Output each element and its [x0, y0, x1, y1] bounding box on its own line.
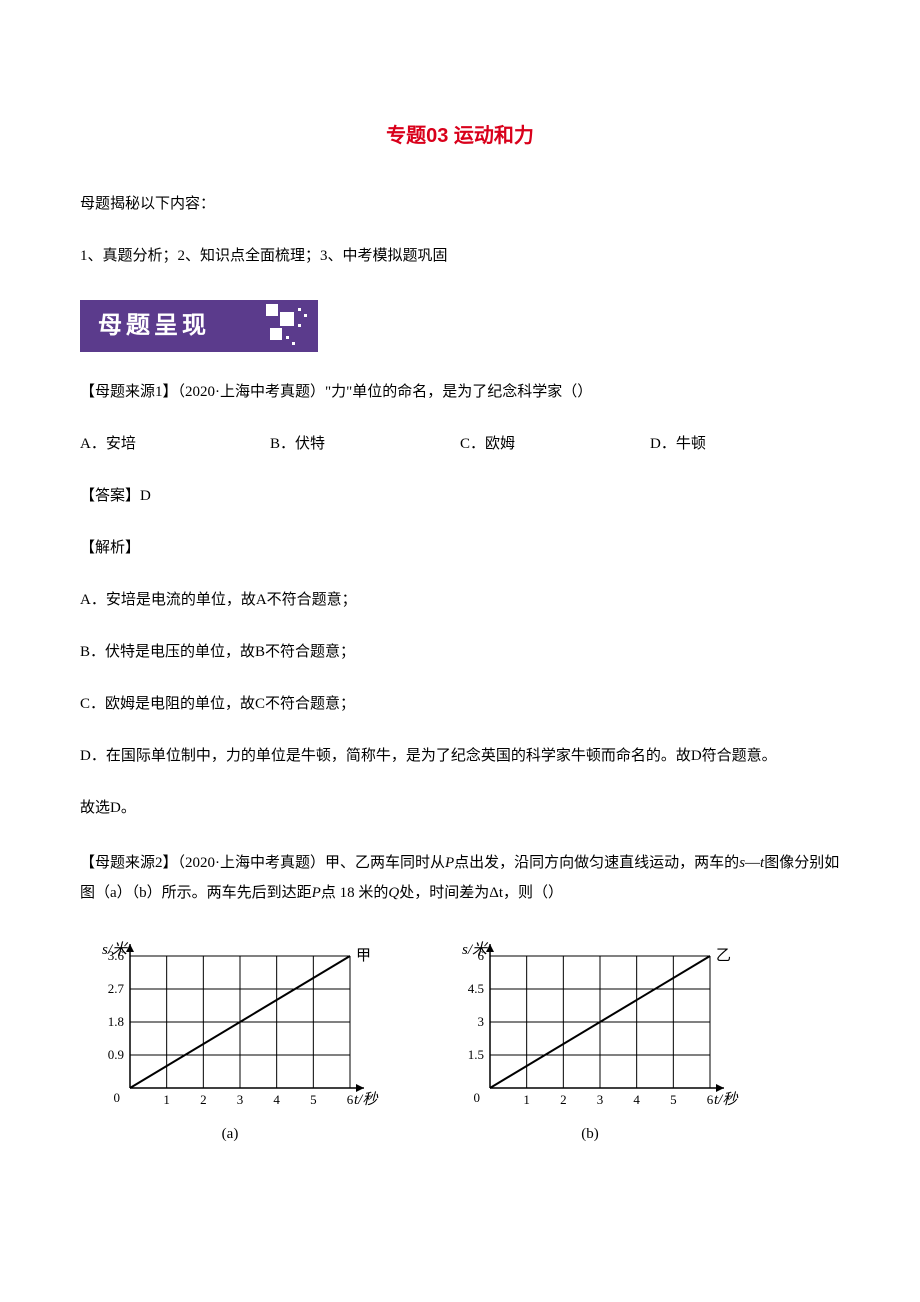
q2-stem-prefix: 【母题来源2】（2020·上海中考真题）甲、乙两车同时从 [80, 855, 445, 871]
q1-analysis-c: C．欧姆是电阻的单位，故C不符合题意； [80, 692, 840, 716]
q2-stem-end: ，则（） [503, 885, 563, 901]
q2-var-dt: Δt [489, 885, 503, 901]
q1-stem: 【母题来源1】（2020·上海中考真题）"力"单位的命名，是为了纪念科学家（） [80, 380, 840, 404]
svg-text:乙: 乙 [716, 948, 731, 964]
svg-text:1.8: 1.8 [108, 1014, 124, 1029]
q1-option-b: B．伏特 [270, 432, 460, 456]
svg-text:4: 4 [273, 1092, 280, 1107]
svg-text:0: 0 [474, 1090, 481, 1105]
svg-text:6: 6 [347, 1092, 354, 1107]
q2-var-p2: P [312, 885, 321, 901]
svg-text:s/米: s/米 [102, 941, 129, 958]
svg-text:2.7: 2.7 [108, 981, 125, 996]
q1-answer: 【答案】D [80, 484, 840, 508]
q1-options: A．安培 B．伏特 C．欧姆 D．牛顿 [80, 432, 840, 456]
q1-analysis-a: A．安培是电流的单位，故A不符合题意； [80, 588, 840, 612]
q2-var-p1: P [445, 855, 454, 871]
svg-text:4: 4 [633, 1092, 640, 1107]
q2-stem: 【母题来源2】（2020·上海中考真题）甲、乙两车同时从P点出发，沿同方向做匀速… [80, 848, 840, 908]
q1-analysis-head: 【解析】 [80, 536, 840, 560]
svg-text:t/秒: t/秒 [714, 1091, 738, 1108]
svg-text:1: 1 [163, 1092, 170, 1107]
chart-a-wrap: 1234560.91.82.73.60s/米t/秒甲 (a) [80, 936, 380, 1146]
svg-text:0: 0 [114, 1090, 121, 1105]
intro-text: 母题揭秘以下内容： [80, 192, 840, 216]
chart-b-caption: (b) [581, 1122, 599, 1146]
q1-option-c: C．欧姆 [460, 432, 650, 456]
svg-text:0.9: 0.9 [108, 1047, 124, 1062]
q2-stem-mid3: 点 18 米的 [321, 885, 389, 901]
q1-option-d: D．牛顿 [650, 432, 840, 456]
svg-text:1: 1 [523, 1092, 530, 1107]
outline-text: 1、真题分析；2、知识点全面梳理；3、中考模拟题巩固 [80, 244, 840, 268]
banner-decoration-icon [262, 302, 310, 350]
q2-stem-mid4: 处，时间差为 [399, 885, 489, 901]
q1-analysis-b: B．伏特是电压的单位，故B不符合题意； [80, 640, 840, 664]
svg-text:6: 6 [707, 1092, 714, 1107]
chart-a: 1234560.91.82.73.60s/米t/秒甲 [80, 936, 380, 1116]
svg-text:3: 3 [237, 1092, 244, 1107]
charts-row: 1234560.91.82.73.60s/米t/秒甲 (a) 1234561.5… [80, 936, 840, 1146]
svg-text:2: 2 [560, 1092, 567, 1107]
q2-var-q: Q [388, 885, 399, 901]
section-banner: 母题呈现 [80, 300, 318, 352]
svg-text:4.5: 4.5 [468, 981, 484, 996]
q1-analysis-d: D．在国际单位制中，力的单位是牛顿，简称牛，是为了纪念英国的科学家牛顿而命名的。… [80, 744, 840, 768]
svg-text:3: 3 [597, 1092, 604, 1107]
svg-text:t/秒: t/秒 [354, 1091, 378, 1108]
svg-text:2: 2 [200, 1092, 207, 1107]
chart-b-wrap: 1234561.534.560s/米t/秒乙 (b) [440, 936, 740, 1146]
svg-text:3: 3 [478, 1014, 485, 1029]
svg-text:5: 5 [310, 1092, 317, 1107]
q1-analysis-final: 故选D。 [80, 796, 840, 820]
q2-stem-dash: — [745, 855, 760, 871]
svg-text:甲: 甲 [356, 948, 371, 964]
svg-text:1.5: 1.5 [468, 1047, 484, 1062]
page-title: 专题03 运动和力 [80, 120, 840, 152]
q2-stem-mid1: 点出发，沿同方向做匀速直线运动，两车的 [454, 855, 739, 871]
svg-text:5: 5 [670, 1092, 677, 1107]
chart-b: 1234561.534.560s/米t/秒乙 [440, 936, 740, 1116]
q1-option-a: A．安培 [80, 432, 270, 456]
banner-label: 母题呈现 [98, 307, 210, 345]
svg-text:s/米: s/米 [462, 941, 489, 958]
chart-a-caption: (a) [222, 1122, 239, 1146]
